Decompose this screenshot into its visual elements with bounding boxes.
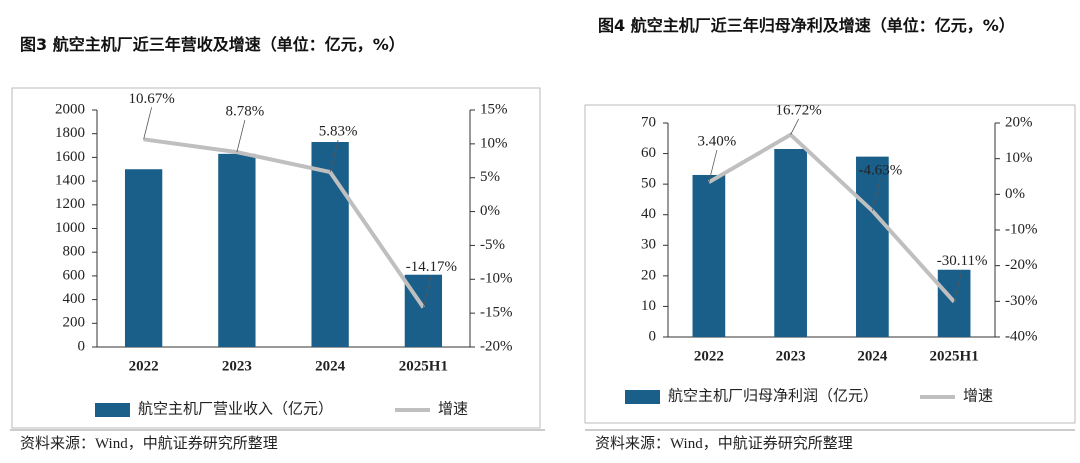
chart-frame: [584, 104, 1076, 424]
chart-title: 图4 航空主机厂近三年归母净利及增速（单位：亿元，%）: [598, 16, 1015, 35]
label-leader: [236, 120, 246, 153]
y2-tick-label: 15%: [480, 101, 508, 117]
y-tick-label: 60: [641, 145, 656, 161]
y2-tick-label: -20%: [1005, 257, 1038, 273]
y-tick-label: 10: [641, 298, 656, 314]
y2-tick-label: 10%: [480, 135, 508, 151]
x-tick-label: 2025H1: [399, 358, 448, 374]
label-leader: [790, 118, 799, 135]
source-note: 资料来源：Wind，中航证券研究所整理: [595, 436, 853, 452]
y-tick-label: 1800: [55, 125, 85, 141]
growth-line: [143, 137, 426, 309]
y-tick-label: 400: [63, 291, 86, 307]
value-label: -4.63%: [859, 162, 903, 178]
value-label: -30.11%: [937, 253, 988, 269]
bar: [937, 269, 971, 337]
y-tick-label: 30: [641, 237, 656, 253]
label-leader: [422, 275, 432, 308]
value-label: -14.17%: [406, 259, 457, 275]
value-label: 5.83%: [319, 124, 358, 140]
y-tick-label: 40: [641, 206, 656, 222]
y2-tick-label: 5%: [480, 169, 500, 185]
y2-tick-label: -10%: [480, 271, 513, 287]
label-leader: [871, 178, 881, 211]
legend-label: 航空主机厂归母净利润（亿元）: [668, 387, 878, 404]
y2-tick-label: 0%: [480, 203, 500, 219]
chart-title: 图3 航空主机厂近三年营收及增速（单位：亿元，%）: [20, 35, 405, 54]
x-tick-label: 2024: [857, 348, 888, 364]
x-tick-label: 2023: [776, 348, 806, 364]
y2-tick-label: -5%: [480, 237, 505, 253]
x-tick-label: 2023: [222, 358, 252, 374]
bar: [692, 174, 726, 337]
value-label: 16.72%: [776, 102, 822, 118]
value-label: 8.78%: [226, 104, 265, 120]
y2-tick-label: -30%: [1005, 293, 1038, 309]
y2-tick-label: -10%: [1005, 221, 1038, 237]
bar: [124, 169, 163, 347]
x-tick-label: 2022: [694, 348, 724, 364]
y-tick-label: 0: [649, 328, 657, 344]
value-label: 10.67%: [129, 91, 175, 107]
bar: [774, 148, 807, 337]
label-leader: [953, 269, 963, 302]
legend-label: 增速: [963, 387, 993, 404]
y2-tick-label: 10%: [1005, 150, 1033, 166]
y-tick-label: 20: [641, 267, 656, 283]
y-tick-label: 600: [63, 267, 86, 283]
x-tick-label: 2022: [129, 358, 159, 374]
x-tick-label: 2024: [315, 358, 346, 374]
legend-swatch: [625, 390, 660, 404]
y-tick-label: 1400: [55, 173, 85, 189]
y-tick-label: 0: [78, 338, 86, 354]
chart-frame: [11, 87, 541, 429]
legend-label: 航空主机厂营业收入（亿元）: [138, 400, 333, 417]
y-tick-label: 1600: [55, 149, 85, 165]
y2-tick-label: -20%: [480, 338, 513, 354]
growth-line: [707, 132, 956, 304]
y2-tick-label: 20%: [1005, 114, 1033, 130]
y-tick-label: 2000: [55, 101, 85, 117]
label-leader: [708, 150, 718, 183]
y-tick-label: 1000: [55, 220, 85, 236]
bar: [311, 141, 349, 347]
x-tick-label: 2025H1: [930, 348, 979, 364]
label-leader: [329, 139, 339, 173]
y-tick-label: 1200: [55, 196, 85, 212]
source-note: 资料来源：Wind，中航证券研究所整理: [20, 436, 278, 452]
y-tick-label: 70: [641, 114, 656, 130]
y2-tick-label: -40%: [1005, 328, 1038, 344]
y2-tick-label: -15%: [480, 305, 513, 321]
bar: [218, 153, 256, 347]
y-tick-label: 50: [641, 176, 656, 192]
legend-label: 增速: [438, 400, 468, 417]
legend-swatch: [95, 403, 130, 417]
value-label: 3.40%: [698, 134, 737, 150]
y-tick-label: 800: [63, 244, 86, 260]
label-leader: [143, 107, 153, 140]
bar: [856, 156, 889, 337]
y-tick-label: 200: [63, 315, 86, 331]
y2-tick-label: 0%: [1005, 186, 1025, 202]
